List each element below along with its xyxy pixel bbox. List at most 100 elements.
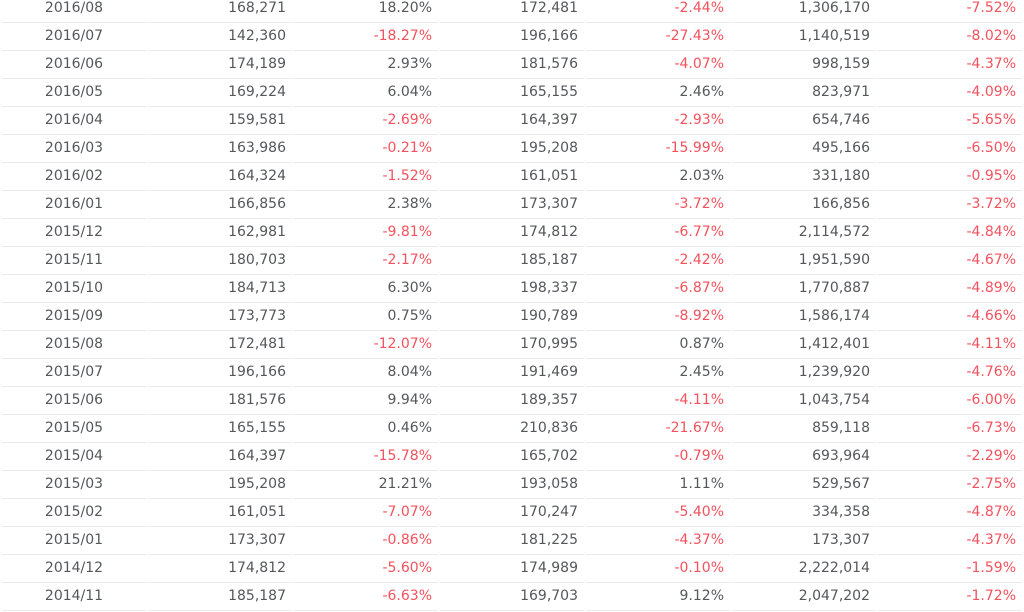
date-cell: 2015/06 (2, 387, 146, 415)
value-cell: 169,703 (440, 583, 584, 611)
value-cell: 331,180 (732, 163, 876, 191)
value-cell: 173,307 (148, 527, 292, 555)
value-cell: 193,058 (440, 471, 584, 499)
percent-cell: 1.11% (586, 471, 730, 499)
table-row: 2016/01 166,856 2.38% 173,307 -3.72% 166,856-… (2, 191, 1022, 219)
percent-cell: -3.72% (878, 191, 1022, 219)
percent-cell: -4.37% (586, 527, 730, 555)
percent-cell: 8.04% (294, 359, 438, 387)
percent-cell: -5.65% (878, 107, 1022, 135)
percent-cell: -18.27% (294, 23, 438, 51)
table-row: 2015/02 161,051 -7.07% 170,247 -5.40% 334,358… (2, 499, 1022, 527)
value-cell: 166,856 (732, 191, 876, 219)
percent-cell: -2.69% (294, 107, 438, 135)
percent-cell: -1.72% (878, 583, 1022, 611)
percent-cell: -15.99% (586, 135, 730, 163)
value-cell: 2,222,014 (732, 555, 876, 583)
value-cell: 1,043,754 (732, 387, 876, 415)
percent-cell: -6.87% (586, 275, 730, 303)
percent-cell: -4.11% (586, 387, 730, 415)
percent-cell: -2.29% (878, 443, 1022, 471)
percent-cell: 18.20% (294, 0, 438, 23)
table-row: 2015/08 172,481 -12.07% 170,995 0.87% 1,412,4… (2, 331, 1022, 359)
value-cell: 164,397 (148, 443, 292, 471)
table-row: 2014/11 185,187 -6.63% 169,703 9.12% 2,047,20… (2, 583, 1022, 611)
date-cell: 2015/04 (2, 443, 146, 471)
table-row: 2015/03 195,208 21.21% 193,058 1.11% 529,567-… (2, 471, 1022, 499)
value-cell: 184,713 (148, 275, 292, 303)
value-cell: 998,159 (732, 51, 876, 79)
percent-cell: -4.67% (878, 247, 1022, 275)
date-cell: 2016/08 (2, 0, 146, 23)
value-cell: 1,239,920 (732, 359, 876, 387)
percent-cell: -4.07% (586, 51, 730, 79)
value-cell: 495,166 (732, 135, 876, 163)
date-cell: 2015/03 (2, 471, 146, 499)
percent-cell: -15.78% (294, 443, 438, 471)
value-cell: 1,770,887 (732, 275, 876, 303)
value-cell: 165,155 (148, 415, 292, 443)
value-cell: 185,187 (440, 247, 584, 275)
table-row: 2015/07 196,166 8.04% 191,469 2.45% 1,239,920… (2, 359, 1022, 387)
percent-cell: -7.07% (294, 499, 438, 527)
table-row: 2016/04 159,581 -2.69% 164,397 -2.93% 654,746… (2, 107, 1022, 135)
value-cell: 162,981 (148, 219, 292, 247)
table-row: 2016/06 174,189 2.93% 181,576 -4.07% 998,159-… (2, 51, 1022, 79)
value-cell: 334,358 (732, 499, 876, 527)
percent-cell: -2.17% (294, 247, 438, 275)
value-cell: 185,187 (148, 583, 292, 611)
value-cell: 191,469 (440, 359, 584, 387)
table-row: 2016/08 168,271 18.20% 172,481 -2.44% 1,306,1… (2, 0, 1022, 23)
percent-cell: -4.87% (878, 499, 1022, 527)
date-cell: 2016/01 (2, 191, 146, 219)
percent-cell: -4.09% (878, 79, 1022, 107)
percent-cell: -1.59% (878, 555, 1022, 583)
value-cell: 168,271 (148, 0, 292, 23)
percent-cell: 2.38% (294, 191, 438, 219)
value-cell: 195,208 (148, 471, 292, 499)
value-cell: 198,337 (440, 275, 584, 303)
percent-cell: -4.66% (878, 303, 1022, 331)
value-cell: 529,567 (732, 471, 876, 499)
percent-cell: -0.21% (294, 135, 438, 163)
percent-cell: 0.87% (586, 331, 730, 359)
date-cell: 2015/11 (2, 247, 146, 275)
value-cell: 163,986 (148, 135, 292, 163)
percent-cell: -12.07% (294, 331, 438, 359)
percent-cell: 21.21% (294, 471, 438, 499)
value-cell: 164,324 (148, 163, 292, 191)
date-cell: 2016/02 (2, 163, 146, 191)
value-cell: 1,306,170 (732, 0, 876, 23)
value-cell: 2,047,202 (732, 583, 876, 611)
value-cell: 1,586,174 (732, 303, 876, 331)
date-cell: 2016/07 (2, 23, 146, 51)
value-cell: 189,357 (440, 387, 584, 415)
value-cell: 196,166 (440, 23, 584, 51)
value-cell: 169,224 (148, 79, 292, 107)
value-cell: 164,397 (440, 107, 584, 135)
date-cell: 2015/05 (2, 415, 146, 443)
percent-cell: -4.11% (878, 331, 1022, 359)
date-cell: 2016/03 (2, 135, 146, 163)
date-cell: 2015/12 (2, 219, 146, 247)
value-cell: 190,789 (440, 303, 584, 331)
value-cell: 1,951,590 (732, 247, 876, 275)
value-cell: 161,051 (148, 499, 292, 527)
percent-cell: -9.81% (294, 219, 438, 247)
percent-cell: -8.02% (878, 23, 1022, 51)
value-cell: 165,702 (440, 443, 584, 471)
value-cell: 210,836 (440, 415, 584, 443)
date-cell: 2015/07 (2, 359, 146, 387)
table-row: 2016/03 163,986 -0.21% 195,208 -15.99% 495,16… (2, 135, 1022, 163)
table-row: 2015/12 162,981 -9.81% 174,812 -6.77% 2,114,5… (2, 219, 1022, 247)
value-cell: 2,114,572 (732, 219, 876, 247)
date-cell: 2014/11 (2, 583, 146, 611)
value-cell: 196,166 (148, 359, 292, 387)
percent-cell: 6.30% (294, 275, 438, 303)
date-cell: 2015/10 (2, 275, 146, 303)
date-cell: 2015/02 (2, 499, 146, 527)
percent-cell: -4.76% (878, 359, 1022, 387)
table-row: 2015/09 173,773 0.75% 190,789 -8.92% 1,586,17… (2, 303, 1022, 331)
percent-cell: 9.94% (294, 387, 438, 415)
